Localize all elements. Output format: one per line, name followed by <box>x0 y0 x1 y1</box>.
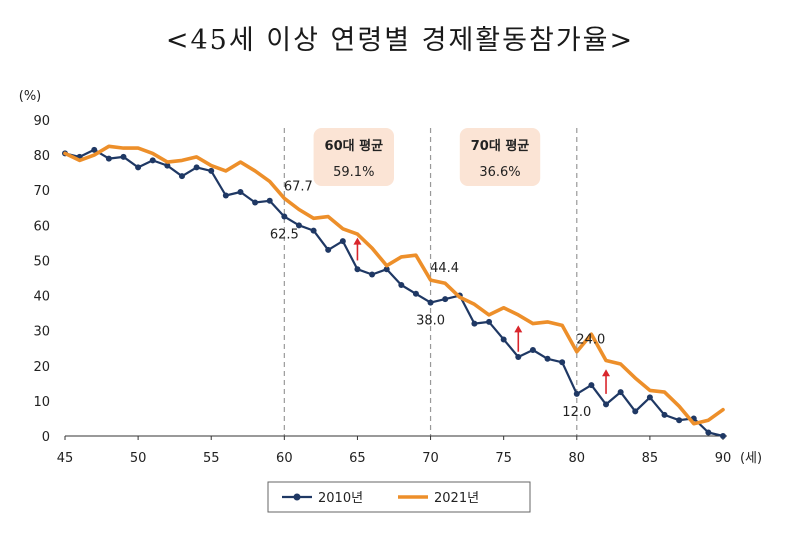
x-tick-label: 70 <box>422 451 439 466</box>
data-point <box>559 359 566 366</box>
x-tick-label: 85 <box>642 451 659 466</box>
data-point <box>208 167 215 174</box>
axes: 0 10 20 30 40 50 60 70 80 90 45 50 55 60 65 70 75 80 85 90 (… <box>19 89 762 466</box>
data-point <box>500 336 507 343</box>
data-point <box>573 390 580 397</box>
data-point <box>369 271 376 278</box>
data-point <box>310 227 317 234</box>
data-point <box>295 222 302 229</box>
data-point <box>222 192 229 199</box>
annotation-value: 36.6% <box>479 165 520 180</box>
y-tick-label: 40 <box>33 290 50 305</box>
data-point <box>720 433 726 439</box>
data-labels: 67.7 62.5 44.4 38.0 24.0 12.0 <box>270 179 605 420</box>
data-point <box>339 238 346 245</box>
increase-arrow <box>353 237 362 261</box>
data-point <box>164 162 171 169</box>
data-point <box>705 429 712 436</box>
data-point <box>266 197 273 204</box>
legend: 2010년 2021년 <box>267 481 531 513</box>
data-label: 12.0 <box>562 405 591 420</box>
increase-arrow <box>602 369 611 394</box>
annotation-label: 70대 평균 <box>471 138 530 154</box>
data-label: 44.4 <box>430 261 459 276</box>
data-point <box>105 155 112 162</box>
increase-arrows <box>353 237 611 394</box>
x-tick-label: 45 <box>57 451 74 466</box>
data-point <box>281 213 288 220</box>
data-point <box>237 188 244 195</box>
data-point <box>193 164 200 171</box>
data-point <box>442 296 449 303</box>
chart-title: <45세 이상 연령별 경제활동참가율> <box>165 25 635 56</box>
data-point <box>427 299 434 306</box>
data-point <box>383 266 390 273</box>
data-label: 67.7 <box>284 179 313 194</box>
data-point <box>486 318 493 325</box>
y-tick-label: 80 <box>33 149 50 164</box>
y-tick-label: 60 <box>33 219 50 234</box>
data-point <box>676 417 683 424</box>
legend-label-2010: 2010년 <box>318 491 363 506</box>
x-tick-label: 80 <box>569 451 586 466</box>
x-tick-label: 75 <box>495 451 512 466</box>
y-tick-label: 90 <box>33 114 50 129</box>
annotation-box <box>313 128 394 186</box>
series-line-2010 <box>63 148 725 438</box>
y-tick-label: 0 <box>42 430 50 445</box>
series-line-2021 <box>63 144 725 426</box>
y-tick-label: 30 <box>33 325 50 340</box>
data-point <box>617 389 624 396</box>
data-point <box>252 199 259 206</box>
data-point <box>398 282 405 289</box>
data-label: 62.5 <box>270 228 299 243</box>
x-tick-label: 65 <box>349 451 366 466</box>
arrow-head <box>353 237 362 245</box>
series-lines <box>62 144 726 439</box>
data-point <box>412 290 419 297</box>
y-tick-label: 20 <box>33 360 50 375</box>
increase-arrow <box>514 325 523 352</box>
data-label: 24.0 <box>576 333 605 348</box>
data-point <box>544 355 551 362</box>
data-point <box>588 382 595 389</box>
data-point <box>354 266 361 273</box>
legend-label-2021: 2021년 <box>434 491 479 506</box>
x-axis-label: (세) <box>740 451 762 466</box>
x-tick-label: 50 <box>130 451 147 466</box>
x-tick-label: 90 <box>715 451 732 466</box>
annotation-boxes: 60대 평균 59.1% 70대 평균 36.6% <box>313 128 541 186</box>
data-point <box>603 401 610 408</box>
data-point <box>632 408 639 415</box>
annotation-label: 60대 평균 <box>325 138 384 154</box>
data-point <box>149 157 156 164</box>
data-point <box>91 146 98 153</box>
arrow-head <box>602 369 611 377</box>
data-point <box>120 153 127 160</box>
y-tick-label: 50 <box>33 254 50 269</box>
x-tick-label: 55 <box>203 451 220 466</box>
data-point <box>471 320 478 327</box>
y-tick-label: 10 <box>33 395 50 410</box>
reference-lines <box>283 128 578 436</box>
y-axis-label: (%) <box>19 89 42 104</box>
arrow-head <box>514 325 523 333</box>
annotation-box <box>459 128 541 186</box>
data-point <box>661 411 668 418</box>
y-tick-label: 70 <box>33 184 50 199</box>
annotation-value: 59.1% <box>333 165 374 180</box>
legend-marker-2010 <box>293 493 301 501</box>
data-point <box>325 246 332 253</box>
data-point <box>646 394 653 401</box>
data-point <box>178 173 185 180</box>
data-label: 38.0 <box>416 314 445 329</box>
data-point <box>529 346 536 353</box>
data-point <box>515 354 522 360</box>
data-point <box>135 164 142 171</box>
x-tick-label: 60 <box>276 451 293 466</box>
